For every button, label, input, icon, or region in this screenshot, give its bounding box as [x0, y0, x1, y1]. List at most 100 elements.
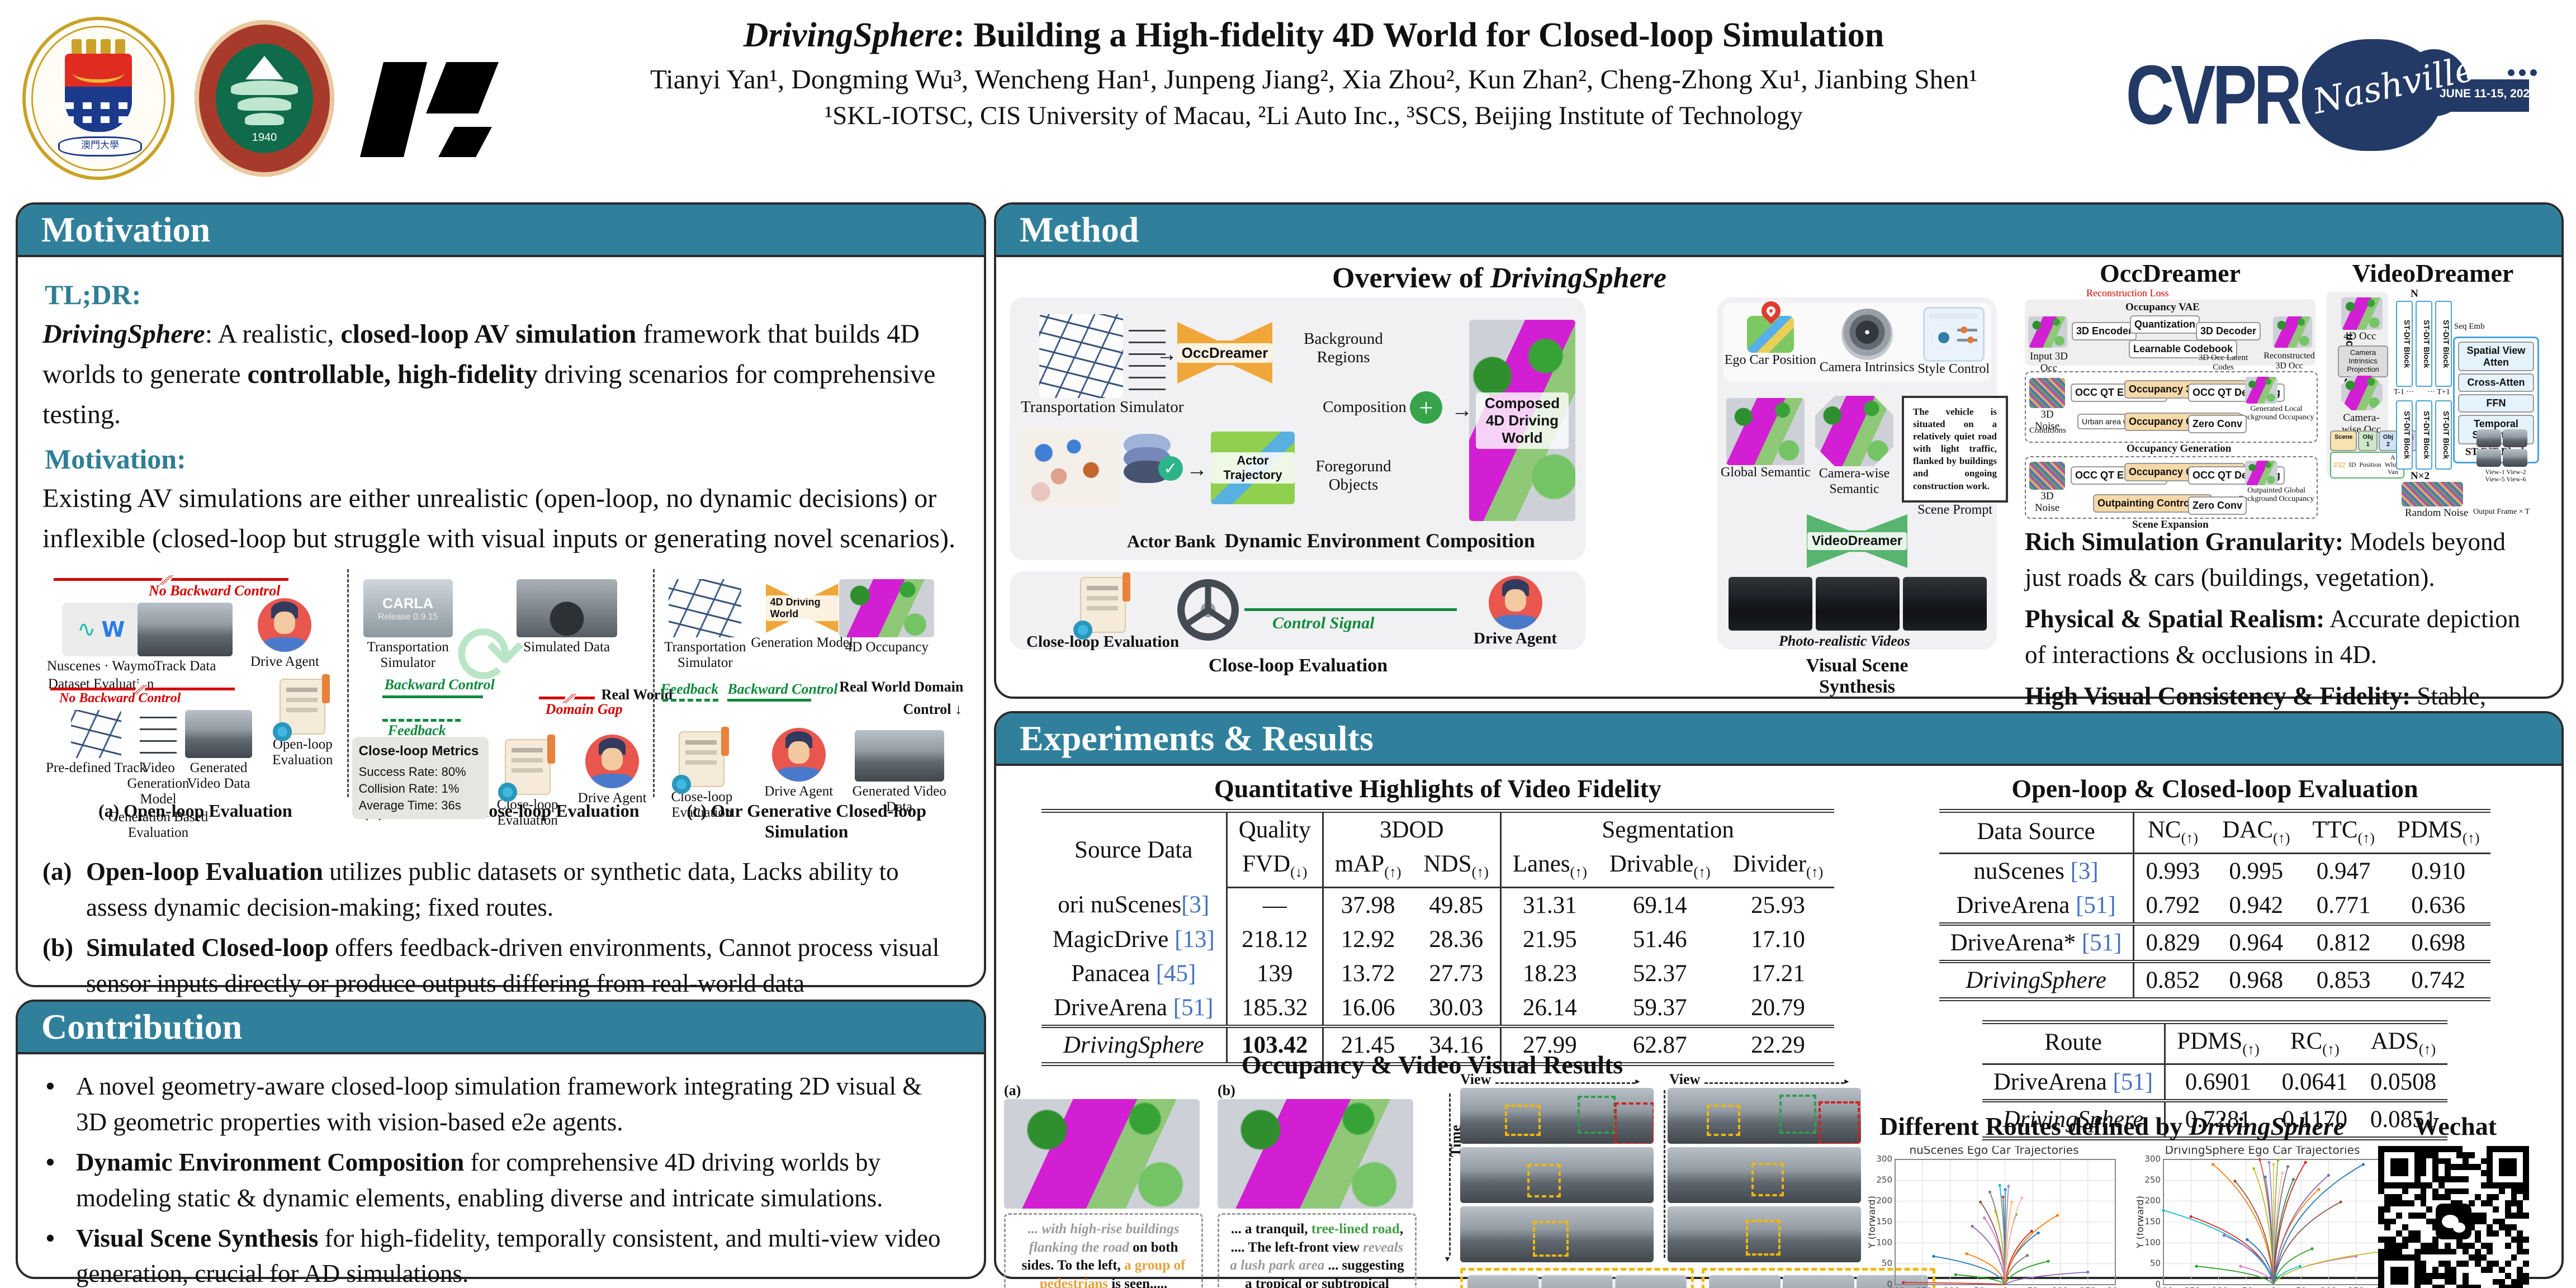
table-row: nuScenes [3] 0.993 0.995 0.947 0.910 [1939, 853, 2491, 888]
wechat-title: Wechat [2413, 1112, 2497, 1140]
svg-text:250: 250 [1876, 1175, 1892, 1185]
predefined-track-thumb [70, 710, 121, 758]
visual-scene-synthesis-panel: Ego Car Position Camera Intrinsics Style… [1717, 297, 2008, 650]
nuscenes-logo-icon: ∿ [77, 617, 96, 642]
style-control-icon [1922, 307, 1985, 362]
svg-text:200: 200 [2108, 1286, 2120, 1288]
svg-text:-200: -200 [2154, 1286, 2173, 1288]
simulated-data-thumb [516, 579, 617, 637]
simulator-server-icon [1128, 320, 1166, 398]
video-fidelity-table: Source Data Quality 3DOD Segmentation FV… [1041, 809, 1835, 1066]
table-row: Panacea [45] 139 13.72 27.73 18.23 52.37 17.21 [1041, 956, 1835, 991]
visual-results-title: Occupancy & Video Visual Results [1241, 1050, 1623, 1079]
videodreamer-panel: Condition 4D Occ Camera Intrinsics Proje… [2327, 288, 2539, 519]
overview-title: Overview of DrivingSphere [1332, 262, 1666, 294]
closeloop-metrics-card: Close-loop Metrics Success Rate: 80% Col… [352, 737, 489, 820]
svg-text:50: 50 [2150, 1258, 2161, 1268]
table-row: DriveArena* [51] 0.829 0.964 0.812 0.698 [1939, 922, 2491, 962]
svg-text:0: 0 [1887, 1279, 1892, 1288]
drive-agent-icon [771, 728, 826, 782]
svg-text:150: 150 [2144, 1216, 2161, 1227]
tldr-text: DrivingSphere: A realistic, closed-loop … [42, 319, 936, 429]
university-of-macau-logo-icon: 澳門大學 [22, 17, 174, 180]
tldr-label: TL;DR: [45, 279, 141, 310]
experiments-section: Experiments & Results Quantitative Highl… [994, 711, 2564, 1288]
composed-4d-world-thumb: Composed 4D Driving World [1469, 320, 1575, 521]
drive-agent-icon [1488, 576, 1542, 629]
generated-video-thumb [854, 730, 944, 782]
nuscenes-trajectories-chart: nuScenes Ego Car Trajectories -200 -150 -10… [1868, 1146, 2120, 1288]
panacea-zoom-strip: T T+1 T+2 [1460, 1268, 1694, 1288]
motivation-label: Motivation: [45, 443, 186, 475]
occdreamer-panel: Reconstruction Loss Occupancy VAE 3D Enc… [2025, 287, 2318, 531]
svg-text:-50: -50 [1971, 1286, 1985, 1288]
table-row: DrivingSphere 0.7281 0.1170 0.0851 [1982, 1099, 2448, 1139]
cvpr-text: CVPR [2125, 48, 2302, 142]
beijing-institute-of-technology-logo-icon: 1940 [195, 20, 334, 177]
method-header: Method [996, 205, 2561, 257]
svg-text:0: 0 [2002, 1286, 2008, 1288]
svg-text:100: 100 [1876, 1237, 1892, 1247]
occupancy-figures: (a) ... with high-rise buildings flankin… [1004, 1082, 1429, 1288]
open-loop-evaluation-icon [273, 674, 330, 741]
occdreamer-icon: OccDreamer [1177, 322, 1272, 383]
cvpr-guitar-icon: Nashville JUNE 11-15, 2025 [2302, 39, 2537, 151]
drivingsphere-trajectories-chart: DrivingSphere Ego Car Trajectories -200 -1… [2137, 1146, 2388, 1288]
wechat-qr-code [2378, 1146, 2529, 1288]
svg-text:0: 0 [2155, 1279, 2161, 1288]
routes-title: Different Routes defined by DrivingSpher… [1879, 1112, 2345, 1140]
route-evaluation-table: Route PDMS(↑) RC(↑) ADS(↑) DriveArena [5… [1982, 1020, 2448, 1141]
occupancy-sample-a [1004, 1099, 1200, 1209]
svg-text:150: 150 [2080, 1286, 2096, 1288]
svg-text:-50: -50 [2239, 1286, 2253, 1288]
openloop-closedloop-table: Data Source NC(↑) DAC(↑) TTC(↑) PDMS(↑) … [1939, 809, 2491, 1001]
li-auto-logo-icon [354, 62, 500, 157]
svg-text:-200: -200 [1886, 1286, 1905, 1288]
videodreamer-title: VideoDreamer [2352, 259, 2514, 287]
ego-car-position-icon [1746, 316, 1794, 353]
figure-panel-simulated-closeloop: ⟳ CARLA Release 0.9.15 Transportation Si… [347, 569, 673, 828]
motivation-section: Motivation TL;DR: DrivingSphere: A reali… [16, 202, 986, 1073]
table-row: MagicDrive [13] 218.12 12.92 28.36 21.95 51.4… [1041, 922, 1835, 956]
svg-text:DrivingSphere Ego Car Trajecto: DrivingSphere Ego Car Trajectories [2165, 1146, 2360, 1157]
videodreamer-icon: VideoDreamer [1807, 514, 1907, 568]
dynamic-environment-composition-panel: Transportation Simulator → OccDreamer Ba… [1010, 297, 1585, 560]
contribution-section: Contribution • A novel geometry-aware clo… [16, 1000, 986, 1287]
check-icon: ✓ [1158, 456, 1183, 481]
bit-year: 1940 [252, 131, 277, 144]
camera-intrinsics-icon [1841, 309, 1893, 361]
svg-text:-100: -100 [2209, 1286, 2228, 1288]
svg-text:50: 50 [1882, 1258, 1892, 1268]
occupancy-sample-b [1218, 1099, 1413, 1209]
generated-video-thumb [185, 710, 252, 758]
global-semantic-thumb [1726, 398, 1805, 465]
plus-icon: + [1410, 391, 1442, 424]
svg-text:50: 50 [2028, 1286, 2038, 1288]
generation-model-icon: 4D Driving World [765, 584, 839, 633]
closeloop-evaluation-icon [498, 735, 555, 802]
poster-title: DrivingSphere: Building a High-fidelity … [743, 16, 1884, 54]
svg-text:250: 250 [2144, 1175, 2161, 1185]
steering-wheel-icon [1177, 579, 1239, 641]
drive-agent-icon [585, 735, 640, 788]
experiments-header: Experiments & Results [996, 713, 2561, 766]
method-section: Method Overview of DrivingSphere Transpo… [994, 202, 2564, 745]
svg-text:200: 200 [1876, 1196, 1892, 1206]
poster-header: 澳門大學 1940 DrivingSphere: Building a High… [0, 0, 2576, 196]
affiliations: ¹SKL-IOTSC, CIS University of Macau, ²Li… [825, 101, 1803, 130]
actor-trajectory-tile: Actor Trajectory [1211, 432, 1295, 504]
cycle-arrows-icon: ⟳ [454, 607, 525, 704]
figure-panel-open-loop: ∕∕ No Backward Control ∿ W Nuscenes · Wa… [46, 572, 333, 840]
point-a: (a) Open-loop Evaluation utilizes public … [42, 858, 899, 921]
motivation-figure: ∕∕ No Backward Control ∿ W Nuscenes · Wa… [42, 569, 963, 840]
scene-prompt-box: The vehicle is situated on a relatively … [1902, 396, 2008, 503]
table-row: DriveArena [51] 0.6901 0.0641 0.0508 [1982, 1064, 2447, 1101]
svg-text:Y (forward): Y (forward) [2137, 1196, 2146, 1249]
um-banner: 澳門大學 [58, 136, 142, 157]
fidelity-table-title: Quantitative Highlights of Video Fidelit… [1214, 774, 1661, 803]
svg-text:300: 300 [2144, 1154, 2161, 1164]
svg-text:300: 300 [1876, 1154, 1892, 1164]
video-generation-model-icon [140, 707, 177, 758]
caption-a: ... with high-rise buildings flanking th… [1004, 1213, 1203, 1288]
